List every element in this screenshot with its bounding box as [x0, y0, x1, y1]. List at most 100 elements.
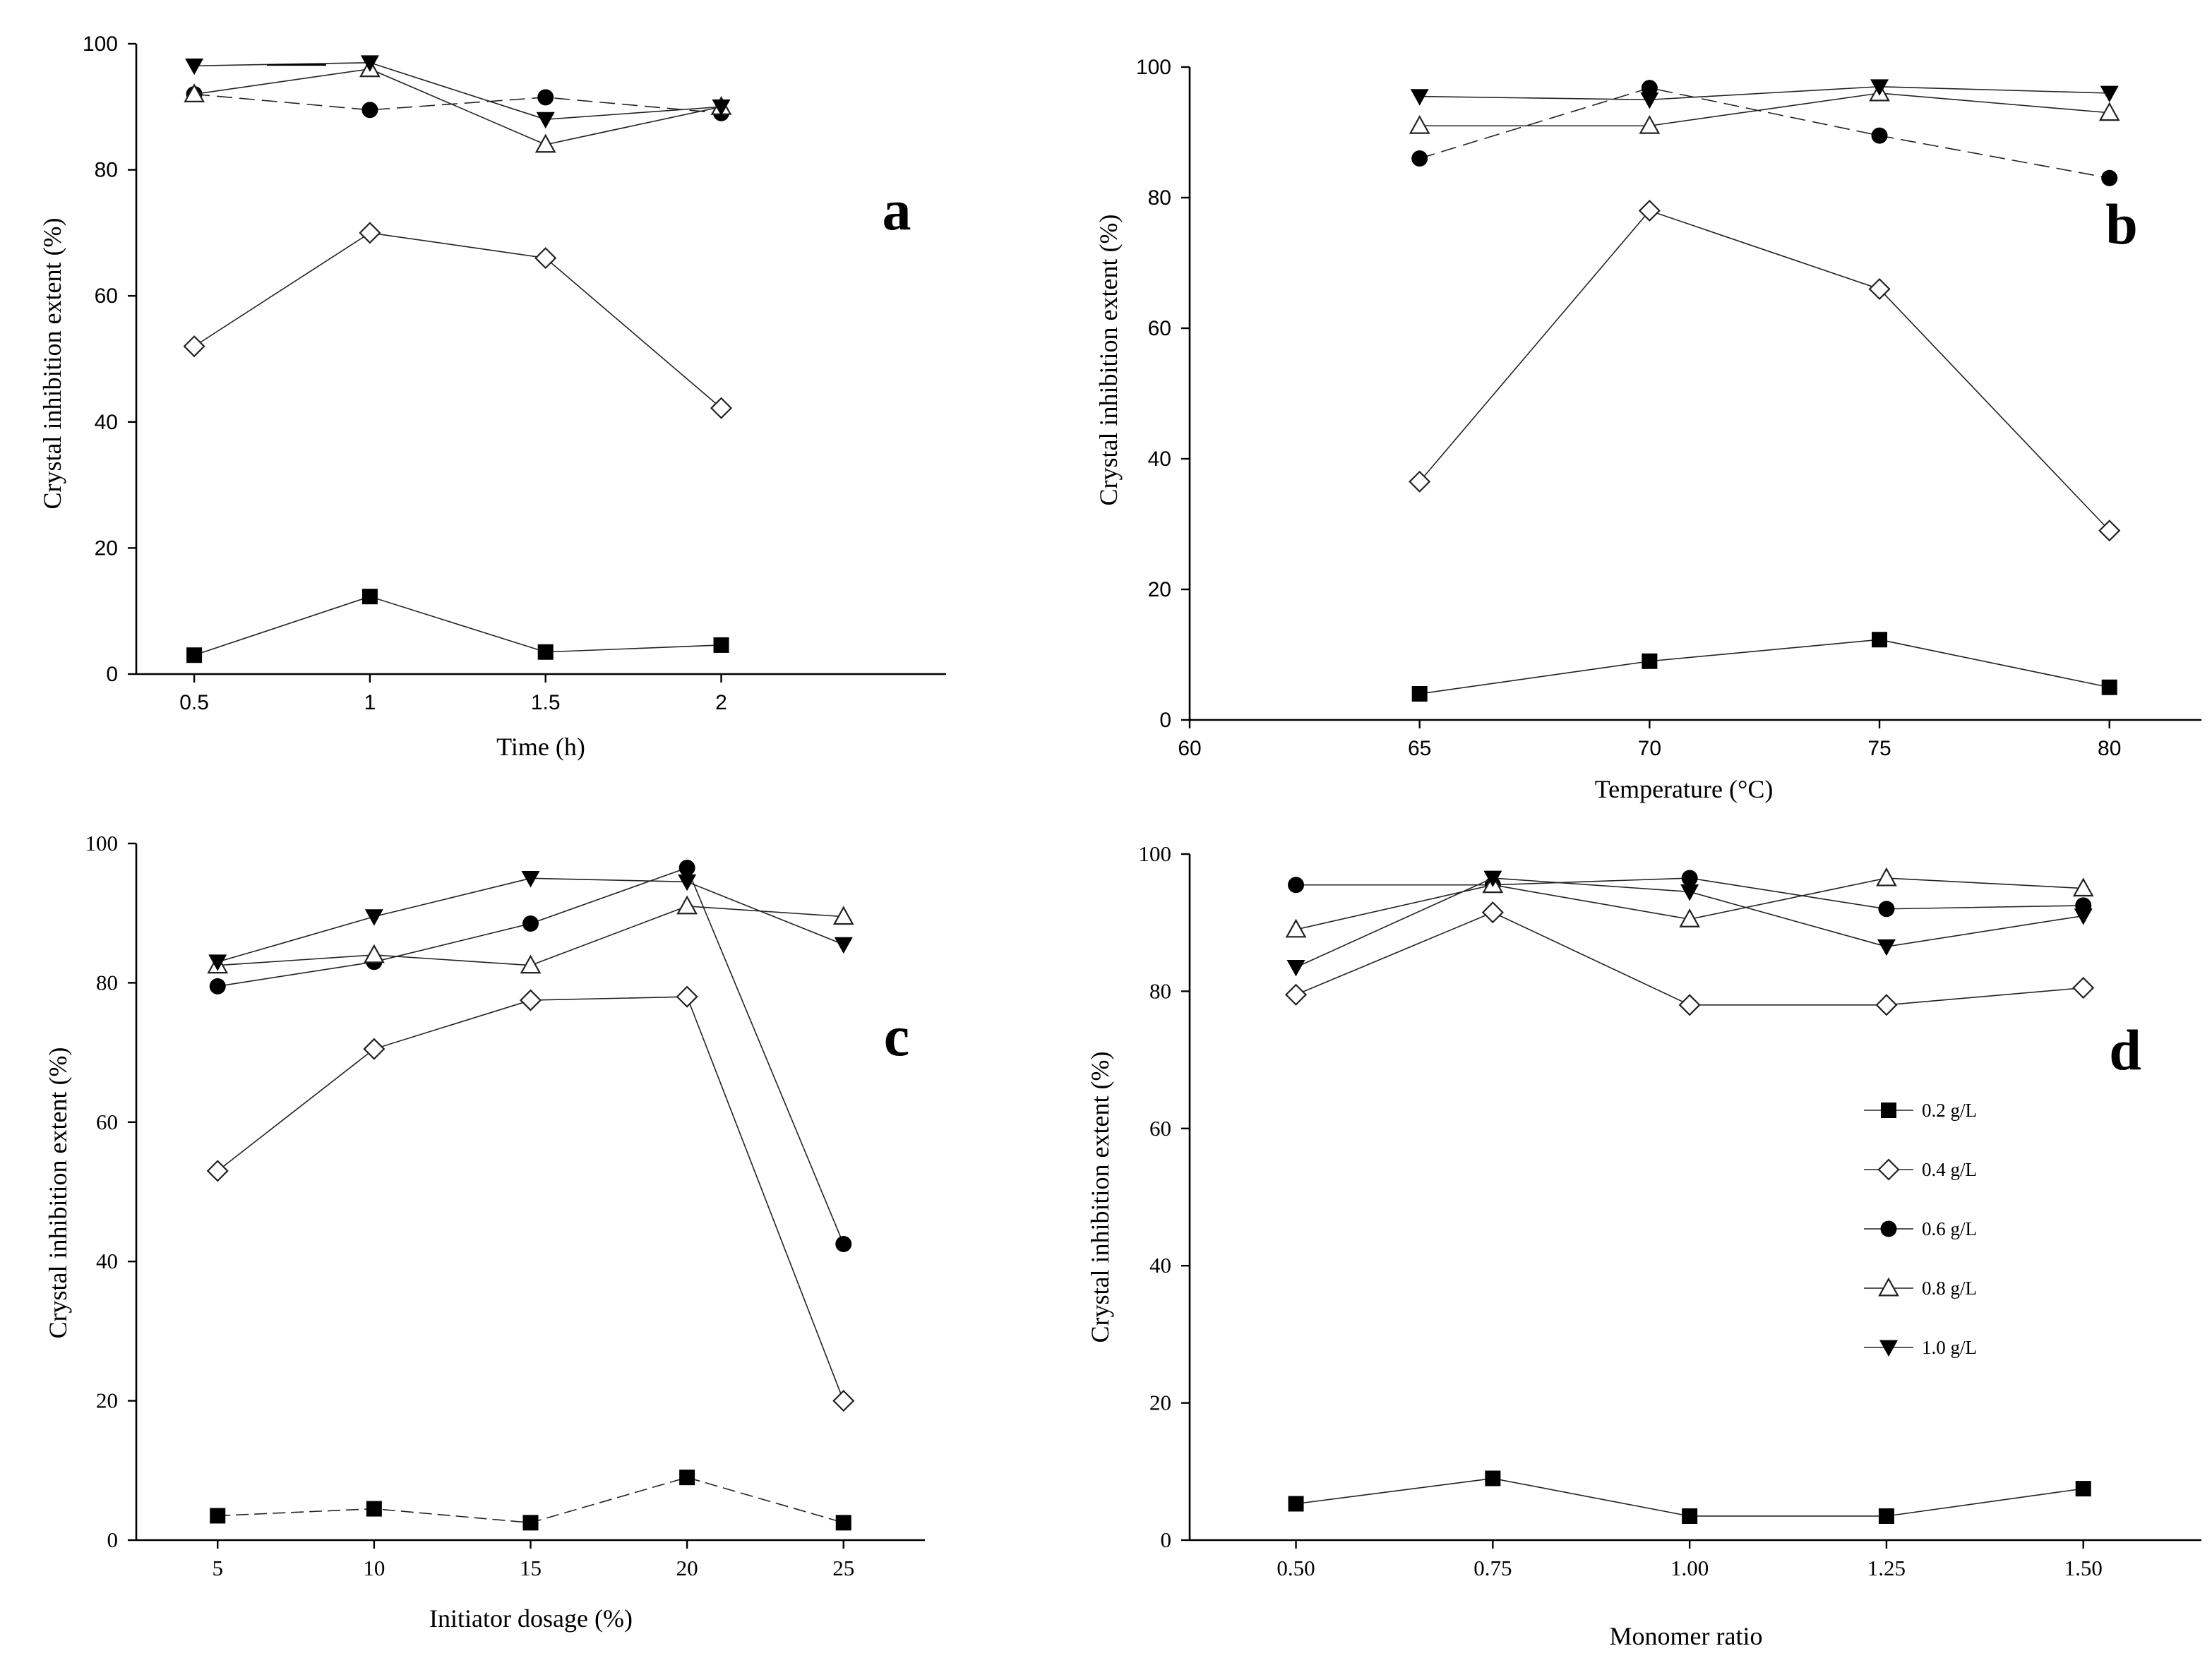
data-point: [1681, 870, 1698, 887]
series-line: [193, 596, 722, 656]
x-tick-label: 1.00: [1670, 1556, 1709, 1580]
data-point: [1409, 470, 1431, 493]
data-point: [206, 1160, 229, 1182]
series-0-8-g-l: [1409, 82, 2120, 134]
series-0-4-g-l: [1409, 199, 2121, 542]
data-point: [834, 937, 853, 954]
data-point: [2100, 85, 2119, 102]
series-line: [193, 68, 722, 145]
data-point: [679, 1470, 695, 1486]
series-line: [217, 996, 844, 1401]
data-point: [1876, 867, 1897, 887]
series-0-4-g-l: [1284, 901, 2095, 1016]
data-point: [361, 102, 378, 119]
x-tick-label: 15: [520, 1556, 542, 1580]
series-line: [194, 93, 722, 114]
legend-marker: [1881, 1103, 1896, 1118]
data-point: [183, 335, 205, 358]
data-point: [363, 1038, 385, 1060]
x-axis-title: Temperature (°C): [1595, 775, 1774, 803]
legend-label: 0.2 g/L: [1922, 1100, 1977, 1121]
y-tick-label: 60: [95, 284, 118, 308]
x-tick-label: 70: [1638, 737, 1661, 760]
x-axis-title: Monomer ratio: [1610, 1622, 1763, 1650]
panel-label: b: [2105, 192, 2138, 256]
y-tick-label: 80: [95, 159, 118, 182]
legend-label: 0.8 g/L: [1922, 1278, 1977, 1299]
data-point: [359, 222, 381, 244]
legend-item: 0.2 g/L: [1864, 1100, 1977, 1121]
data-point: [1638, 199, 1661, 222]
data-point: [1481, 901, 1504, 924]
y-axis-title: Crystal inhibition extent (%): [1086, 1052, 1114, 1343]
data-point: [1411, 150, 1428, 167]
series-0-8-g-l: [1285, 867, 2094, 938]
data-point: [678, 874, 697, 891]
data-point: [537, 89, 554, 106]
y-tick-label: 80: [1148, 186, 1171, 210]
data-point: [1640, 92, 1659, 109]
data-point: [1679, 908, 1701, 927]
y-tick-label: 40: [1149, 1253, 1171, 1278]
x-tick-label: 5: [212, 1556, 223, 1580]
legend-marker: [1879, 1340, 1898, 1357]
y-tick-label: 40: [1148, 447, 1171, 471]
series-line: [1419, 87, 2110, 179]
data-point: [186, 647, 203, 663]
y-axis-title: Crystal inhibition extent (%): [1094, 215, 1123, 506]
data-point: [713, 637, 729, 653]
data-point: [1878, 1508, 1894, 1524]
data-point: [534, 133, 556, 153]
data-point: [534, 247, 557, 270]
data-point: [536, 112, 555, 129]
y-tick-label: 0: [107, 1527, 119, 1552]
data-point: [832, 906, 854, 925]
data-point: [2098, 519, 2121, 542]
data-point: [184, 83, 205, 102]
series-0-2-g-l: [1411, 632, 2117, 702]
y-tick-label: 40: [95, 411, 118, 434]
data-point: [712, 99, 731, 116]
y-tick-label: 80: [1149, 978, 1171, 1003]
x-tick-label: 20: [676, 1556, 698, 1580]
data-point: [835, 1515, 851, 1531]
data-point: [2074, 908, 2093, 925]
legend-label: 0.4 g/L: [1922, 1159, 1977, 1180]
x-tick-label: 75: [1867, 737, 1891, 760]
data-point: [1680, 884, 1699, 901]
data-point: [366, 1501, 382, 1517]
chart-panel-a: 0 20 40 60 80 100 0.5 1 1.5 2 Time (h) Crystal inhi…: [38, 32, 946, 761]
x-axis-title: Time (h): [496, 733, 585, 761]
series-line: [1419, 210, 2110, 531]
series-0-6-g-l: [209, 860, 852, 1253]
data-point: [1871, 127, 1888, 144]
data-point: [1285, 918, 1307, 938]
x-tick-label: 1: [364, 691, 376, 714]
x-tick-label: 25: [832, 1556, 854, 1580]
data-point: [519, 989, 542, 1011]
y-tick-label: 100: [83, 32, 118, 56]
y-axis-title: Crystal inhibition extent (%): [44, 1047, 72, 1339]
legend-item: 0.4 g/L: [1864, 1158, 1977, 1181]
data-point: [210, 1508, 226, 1524]
legend-marker: [1878, 1277, 1899, 1297]
y-tick-label: 100: [1136, 56, 1171, 79]
y-tick-label: 20: [1149, 1390, 1171, 1415]
data-point: [522, 1515, 539, 1531]
x-tick-label: 2: [715, 691, 727, 714]
data-point: [1642, 653, 1658, 669]
data-point: [710, 397, 733, 419]
panel-label: c: [884, 1004, 909, 1068]
y-axis-title: Crystal inhibition extent (%): [38, 218, 66, 510]
data-point: [1288, 877, 1305, 894]
y-tick-label: 0: [1159, 709, 1171, 732]
data-point: [1682, 1508, 1698, 1524]
data-point: [537, 644, 554, 660]
series-0-2-g-l: [1288, 1470, 2091, 1524]
data-point: [2072, 877, 2094, 897]
x-axis-title: Initiator dosage (%): [429, 1604, 633, 1633]
data-point: [209, 978, 226, 995]
data-point: [1878, 901, 1895, 918]
series-1-0-g-l: [1286, 870, 2093, 977]
data-point: [1872, 632, 1888, 648]
